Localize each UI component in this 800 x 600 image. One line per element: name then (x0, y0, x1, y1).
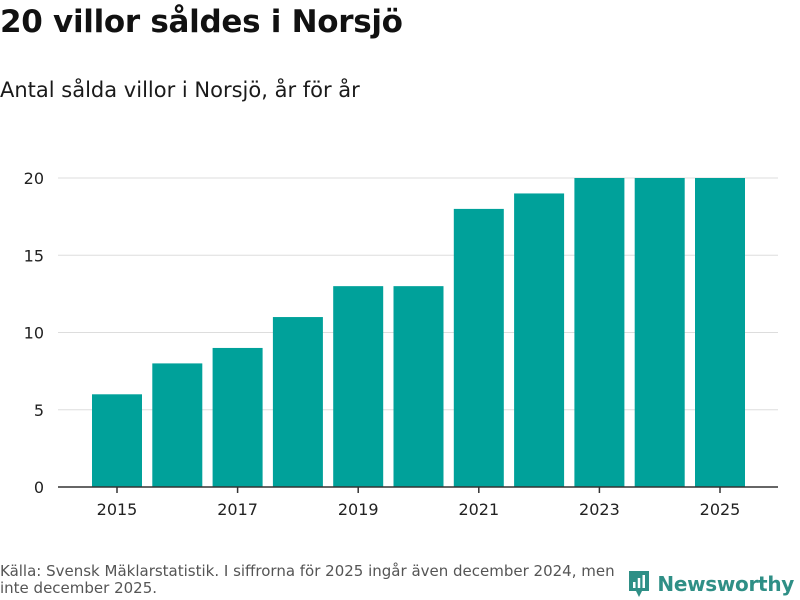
chart-title: 20 villor såldes i Norsjö (0, 4, 403, 40)
brand-name: Newsworthy (657, 572, 794, 596)
newsworthy-logo-icon (629, 571, 650, 597)
bar-2020 (393, 286, 444, 487)
y-tick-label: 20 (24, 169, 44, 188)
bar-2019 (333, 286, 384, 487)
bar-2024 (634, 178, 685, 487)
x-tick-label: 2023 (579, 500, 620, 519)
x-tick-label: 2017 (217, 500, 258, 519)
bar-2023 (574, 178, 625, 487)
bar-2015 (92, 394, 142, 487)
x-tick-label: 2019 (338, 500, 379, 519)
bar-chart: 0 5 10 15 20 2015 2017 2019 2021 2023 2025 (24, 169, 778, 519)
bar-2025 (695, 178, 745, 487)
bar-2022 (514, 193, 565, 487)
y-tick-label: 10 (24, 324, 44, 343)
brand-logo: Newsworthy (627, 569, 794, 599)
x-tick-label: 2025 (700, 500, 741, 519)
bar-2021 (453, 208, 504, 487)
source-note: Källa: Svensk Mäklarstatistik. I siffror… (0, 562, 615, 597)
x-tick-label: 2021 (458, 500, 499, 519)
y-tick-label: 5 (34, 401, 44, 420)
y-tick-label: 0 (34, 478, 44, 497)
x-tick-label: 2015 (97, 500, 138, 519)
bar-2017 (212, 347, 263, 487)
bar-2018 (272, 317, 323, 487)
y-tick-label: 15 (24, 246, 44, 265)
bar-2016 (152, 363, 203, 487)
chart-subtitle: Antal sålda villor i Norsjö, år för år (0, 78, 360, 102)
